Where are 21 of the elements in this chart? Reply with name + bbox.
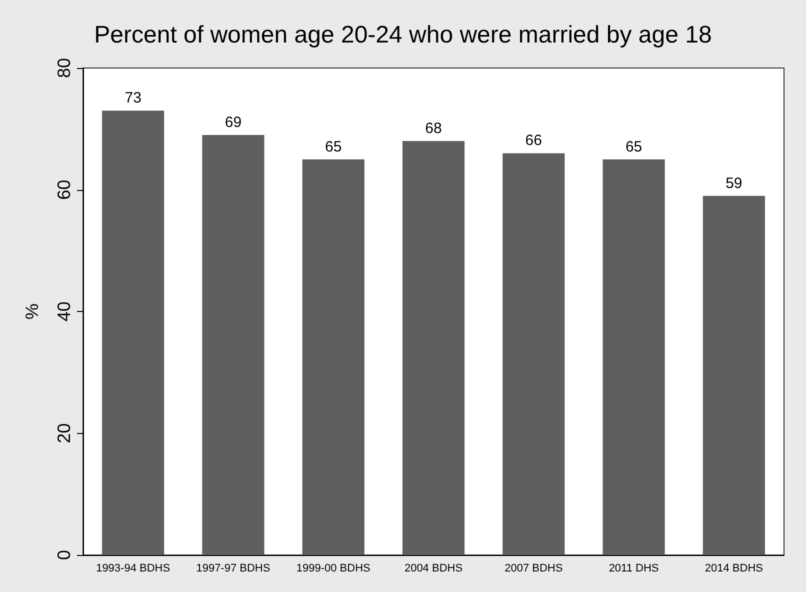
y-tick-label: 60: [54, 180, 74, 200]
y-axis-title: %: [22, 303, 42, 320]
data-label: 73: [124, 90, 142, 107]
x-tick-label: 2007 BDHS: [504, 562, 563, 574]
x-tick-label: 2014 BDHS: [704, 562, 763, 574]
chart-title: Percent of women age 20-24 who were married by age 18: [94, 22, 712, 48]
x-tick-label: 1997-97 BDHS: [196, 562, 270, 574]
data-label: 66: [525, 132, 542, 150]
x-tick-label: 2011 DHS: [608, 562, 659, 574]
y-tick-label: 40: [54, 301, 74, 322]
x-tick-label: 1993-94 BDHS: [96, 562, 170, 574]
data-label: 59: [726, 174, 742, 192]
data-label: 65: [625, 138, 642, 156]
data-label: 65: [325, 138, 342, 156]
data-label: 68: [425, 120, 442, 138]
x-tick-label: 1999-00 BDHS: [296, 562, 370, 574]
data-label: 69: [224, 114, 242, 131]
y-tick-label: 20: [54, 423, 74, 444]
y-tick-label: 80: [54, 58, 74, 78]
x-tick-label: 2004 BDHS: [404, 562, 463, 574]
y-tick-label: 0: [54, 550, 74, 560]
